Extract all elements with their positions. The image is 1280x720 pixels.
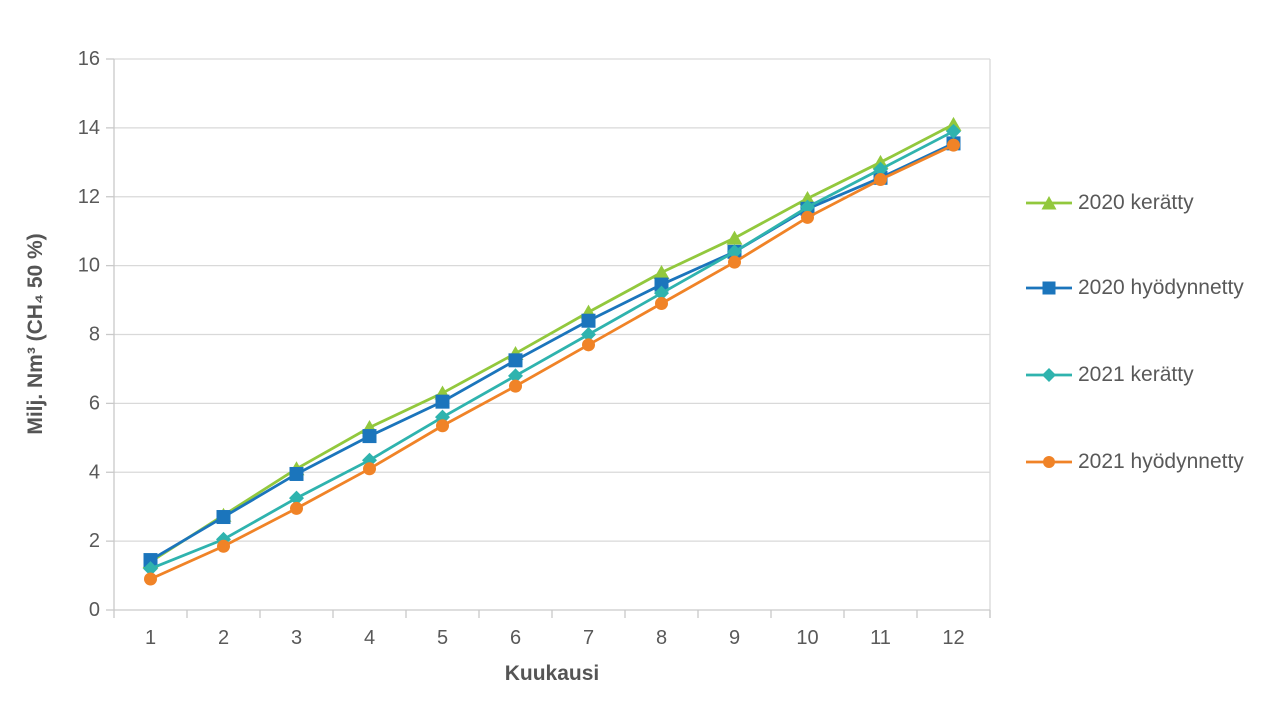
- circle-marker-icon: [582, 338, 595, 352]
- triangle-marker-icon: [799, 190, 816, 205]
- triangle-marker-icon: [653, 265, 670, 280]
- circle-marker-icon: [509, 379, 522, 393]
- y-tick-label: 12: [78, 186, 100, 208]
- circle-marker-icon: [363, 462, 376, 476]
- x-tick-label: 2: [218, 627, 229, 649]
- x-tick-label: 11: [870, 627, 891, 649]
- series-line: [149, 143, 955, 581]
- y-tick-label: 2: [89, 530, 100, 552]
- x-tick-label: 7: [583, 627, 594, 649]
- circle-marker-icon: [728, 255, 741, 269]
- series-line: [149, 130, 955, 570]
- x-tick-label: 12: [942, 627, 964, 649]
- circle-marker-icon: [290, 501, 303, 515]
- legend-label: 2021 kerätty: [1078, 363, 1194, 386]
- y-tick-label: 0: [89, 599, 100, 621]
- x-tick-label: 5: [437, 627, 448, 649]
- square-marker-icon: [508, 353, 523, 368]
- circle-marker-icon: [801, 210, 814, 224]
- diamond-marker-icon: [654, 285, 669, 301]
- circle-marker-icon: [655, 297, 668, 311]
- x-axis-title: Kuukausi: [504, 662, 600, 685]
- circle-marker-icon: [1026, 456, 1072, 468]
- x-tick-label: 6: [510, 627, 521, 649]
- y-axis-title: Milj. Nm³ (CH₄ 50 %): [24, 233, 47, 435]
- square-marker-icon: [654, 277, 669, 292]
- diamond-marker-icon: [143, 561, 158, 577]
- x-tick-label: 8: [656, 627, 667, 649]
- circle-marker-icon: [144, 572, 157, 586]
- legend-label: 2020 kerätty: [1078, 191, 1194, 214]
- diamond-marker-icon: [289, 490, 304, 506]
- legend-item-2021-keratty: 2021 kerätty: [1026, 363, 1194, 387]
- series-line: [149, 123, 955, 563]
- diamond-marker-icon: [800, 199, 815, 215]
- x-tick-label: 1: [145, 627, 156, 649]
- y-tick-label: 6: [89, 392, 100, 414]
- square-marker-icon: [435, 394, 450, 409]
- circle-marker-icon: [436, 419, 449, 433]
- square-marker-icon: [1026, 281, 1072, 295]
- y-tick-label: 14: [78, 117, 100, 139]
- legend-item-2020-keratty: 2020 kerätty: [1026, 191, 1194, 215]
- triangle-marker-icon: [1026, 196, 1072, 210]
- legend-label: 2020 hyödynnetty: [1078, 276, 1244, 299]
- circle-marker-icon: [874, 173, 887, 187]
- square-marker-icon: [143, 553, 158, 568]
- circle-marker-icon: [217, 539, 230, 553]
- diamond-marker-icon: [1026, 368, 1072, 382]
- square-marker-icon: [289, 466, 304, 481]
- square-marker-icon: [581, 313, 596, 328]
- x-tick-label: 4: [364, 627, 375, 649]
- legend-label: 2021 hyödynnetty: [1078, 450, 1244, 473]
- series-line: [149, 142, 955, 562]
- y-tick-label: 10: [78, 255, 100, 277]
- y-tick-label: 8: [89, 324, 100, 346]
- y-tick-label: 16: [78, 48, 100, 70]
- diamond-marker-icon: [508, 368, 523, 384]
- x-tick-label: 3: [291, 627, 302, 649]
- diamond-marker-icon: [873, 161, 888, 177]
- y-tick-label: 4: [89, 461, 100, 483]
- square-marker-icon: [362, 429, 377, 444]
- legend-item-2020-hyodynnetty: 2020 hyödynnetty: [1026, 276, 1244, 300]
- x-tick-label: 9: [729, 627, 740, 649]
- diamond-marker-icon: [727, 244, 742, 260]
- circle-marker-icon: [947, 138, 960, 152]
- legend-item-2021-hyodynnetty: 2021 hyödynnetty: [1026, 450, 1244, 474]
- x-tick-label: 10: [796, 627, 818, 649]
- diamond-marker-icon: [581, 327, 596, 342]
- triangle-marker-icon: [726, 230, 743, 245]
- diamond-marker-icon: [946, 123, 961, 139]
- square-marker-icon: [216, 510, 231, 525]
